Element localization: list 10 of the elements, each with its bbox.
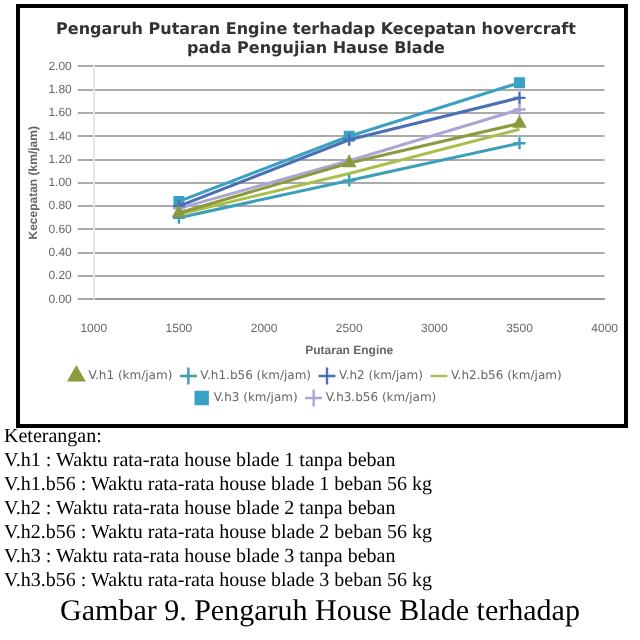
text: pada Pengujian Hause Blade: [187, 38, 445, 57]
text: V.h2.b56 : Waktu rata-rata house blade 2 beban 56 kg: [4, 522, 435, 546]
text: Pengaruh Putaran Engine terhadap Kecepatan hovercraft: [56, 19, 576, 38]
text: Keterangan:: [4, 426, 104, 450]
text: V.h1 : Waktu rata-rata house blade 1 tanpa beban: [4, 450, 398, 474]
text: V.h3 : Waktu rata-rata house blade 3 tanpa beban: [4, 546, 398, 570]
text: V.h3.b56 : Waktu rata-rata house blade 3 beban 56 kg: [4, 570, 435, 594]
text: V.h2 : Waktu rata-rata house blade 2 tanpa beban: [4, 498, 398, 522]
text: V.h1.b56 : Waktu rata-rata house blade 1 beban 56 kg: [4, 474, 435, 498]
text: Gambar 9. Pengaruh House Blade terhadap: [58, 594, 582, 630]
